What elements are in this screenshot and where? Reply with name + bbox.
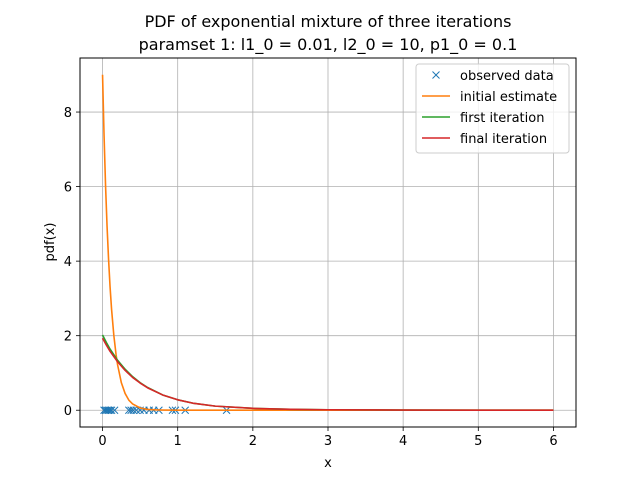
legend-label: observed data <box>460 69 554 84</box>
plot-series <box>100 74 554 415</box>
observed-data-point <box>129 406 138 415</box>
legend-label: first iteration <box>460 111 544 126</box>
x-marker-stroke <box>432 71 440 79</box>
chart-title-line-2: paramset 1: l1_0 = 0.01, l2_0 = 10, p1_0… <box>139 35 518 55</box>
final-iteration-line <box>101 337 554 412</box>
observed-data-point <box>104 406 113 415</box>
initial-estimate-line <box>101 74 554 411</box>
y-tick-label: 8 <box>64 106 72 121</box>
x-tick-label: 3 <box>324 434 332 449</box>
x-tick-label: 5 <box>474 434 482 449</box>
x-marker-stroke <box>110 406 119 415</box>
x-marker-stroke <box>107 406 116 415</box>
legend-label: initial estimate <box>460 90 557 105</box>
x-marker-stroke <box>104 406 113 415</box>
chart-title-line-1: PDF of exponential mixture of three iter… <box>145 12 512 31</box>
observed-data-point <box>107 406 116 415</box>
x-axis-label: x <box>324 456 332 471</box>
x-tick-label: 0 <box>98 434 106 449</box>
legend-entry: initial estimate <box>422 90 557 105</box>
y-tick-label: 0 <box>64 404 72 419</box>
observed-data-point <box>110 406 119 415</box>
y-tick-label: 4 <box>64 255 72 270</box>
x-tick-label: 1 <box>174 434 182 449</box>
x-marker-stroke <box>129 406 138 415</box>
legend-box <box>415 63 570 154</box>
axis-ticks: 0 1 2 3 4 5 6 0 2 4 6 8 <box>64 106 558 449</box>
legend-label: final iteration <box>460 132 547 147</box>
y-axis-label: pdf(x) <box>43 223 58 262</box>
legend-entry: final iteration <box>422 132 547 147</box>
x-tick-label: 2 <box>249 434 257 449</box>
legend-entry: first iteration <box>422 111 544 126</box>
y-tick-label: 2 <box>64 330 72 345</box>
legend: observed data initial estimate first itera… <box>415 63 570 154</box>
legend-entry: observed data <box>432 69 554 84</box>
x-tick-label: 6 <box>549 434 557 449</box>
x-tick-label: 4 <box>399 434 407 449</box>
y-tick-label: 6 <box>64 181 72 196</box>
